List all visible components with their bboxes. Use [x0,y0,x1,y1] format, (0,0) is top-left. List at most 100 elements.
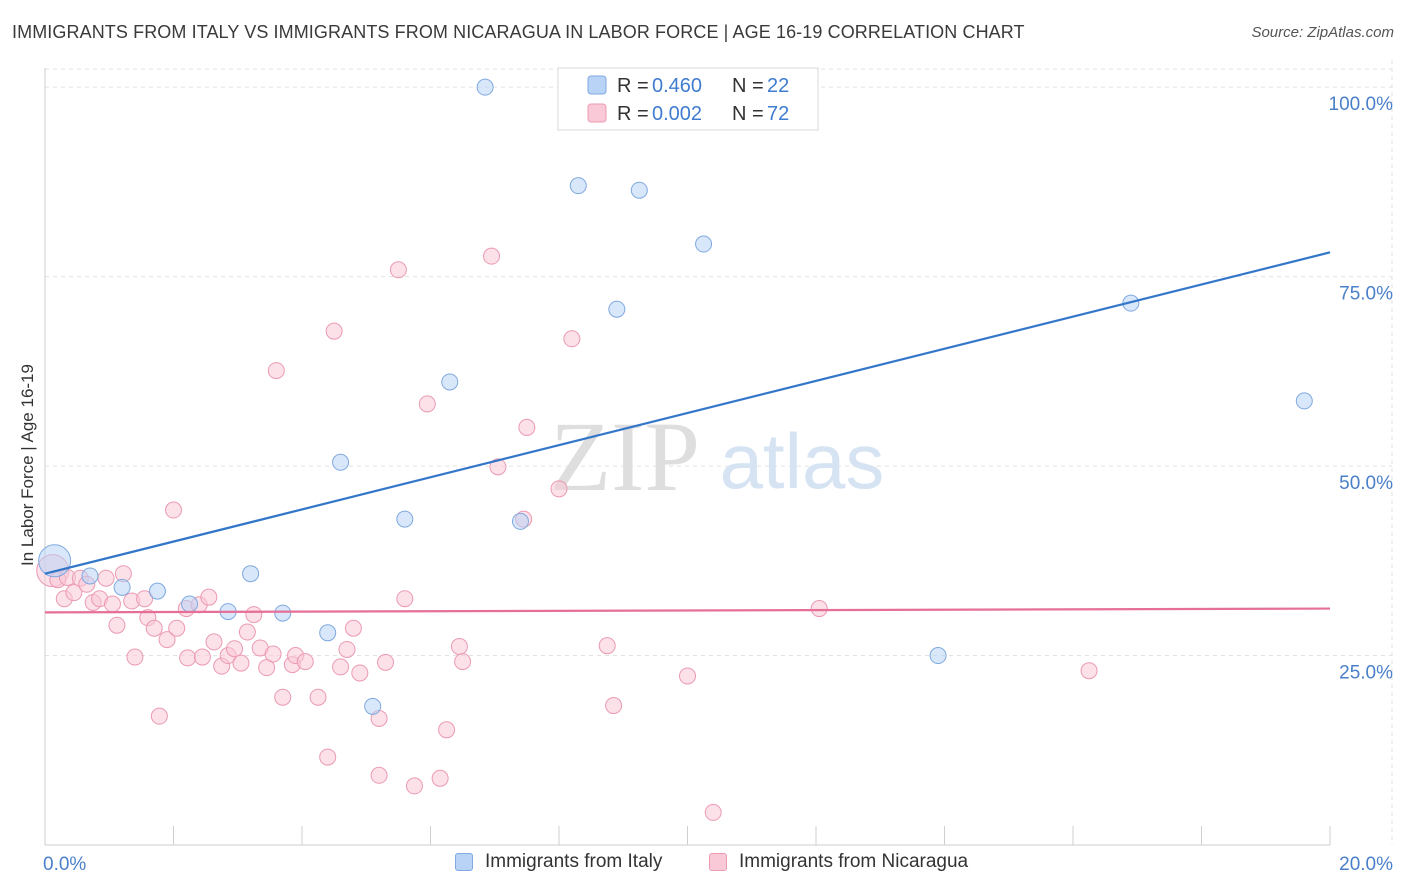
data-point-nicaragua [150,707,168,725]
data-point-nicaragua [200,588,218,606]
data-point-nicaragua [598,637,616,655]
data-point-italy [113,578,131,596]
data-point-nicaragua [226,640,244,658]
data-point-italy [364,697,382,715]
y-tick-label: 50.0% [1339,473,1393,494]
data-point-italy [511,512,529,530]
data-point-nicaragua [704,803,722,821]
data-point-nicaragua [136,590,154,608]
data-point-nicaragua [264,645,282,663]
stats-n-label-italy: N = [732,75,764,97]
data-point-nicaragua [518,418,536,436]
stats-n-value-nicaragua: 72 [767,103,789,125]
data-point-nicaragua [158,631,176,649]
data-point-nicaragua [351,664,369,682]
data-point-italy [695,235,713,253]
data-point-italy [242,565,260,583]
data-point-nicaragua [332,658,350,676]
data-point-nicaragua [258,659,276,677]
data-point-nicaragua [238,623,256,641]
data-point-nicaragua [810,600,828,618]
data-point-nicaragua [145,619,163,637]
data-point-nicaragua [344,619,362,637]
data-point-italy [81,567,99,585]
data-point-nicaragua [396,590,414,608]
y-tick-label: 100.0% [1329,94,1394,115]
data-point-nicaragua [97,569,115,587]
stats-r-label-italy: R = [617,75,649,97]
legend-swatch-italy [455,853,473,871]
data-point-nicaragua [450,637,468,655]
data-point-nicaragua [179,649,197,667]
data-point-nicaragua [245,606,263,624]
stats-swatch-nicaragua [587,103,607,123]
series-legend: Immigrants from Italy Immigrants from Ni… [0,851,1406,879]
legend-swatch-nicaragua [709,853,727,871]
data-point-nicaragua [309,688,327,706]
x-tick-label: 20.0% [1339,854,1393,875]
data-point-nicaragua [438,721,456,739]
legend-label-nicaragua: Immigrants from Nicaragua [739,851,969,872]
data-point-italy [608,300,626,318]
source-label: Source: ZipAtlas.com [1251,24,1394,41]
data-point-nicaragua [550,480,568,498]
data-point-nicaragua [338,640,356,658]
legend-label-italy: Immigrants from Italy [485,851,663,872]
series-italy-points [38,78,1313,715]
data-point-italy [441,373,459,391]
data-point-nicaragua [563,330,581,348]
data-point-italy [929,647,947,665]
data-point-nicaragua [274,688,292,706]
data-point-italy [181,595,199,613]
data-point-nicaragua [405,777,423,795]
watermark-atlas: atlas [720,417,885,505]
data-point-italy [1295,392,1313,410]
data-point-nicaragua [377,653,395,671]
data-point-nicaragua [319,748,337,766]
data-point-nicaragua [296,653,314,671]
data-point-nicaragua [1080,662,1098,680]
data-point-nicaragua [418,395,436,413]
data-point-italy [396,510,414,528]
x-tick-label: 0.0% [43,854,86,875]
data-point-nicaragua [108,616,126,634]
data-point-nicaragua [232,654,250,672]
data-point-nicaragua [267,362,285,380]
data-point-nicaragua [679,667,696,685]
legend-item-italy: Immigrants from Italy [455,851,662,873]
data-point-italy [476,78,494,96]
data-point-nicaragua [489,458,507,476]
data-point-nicaragua [193,648,211,666]
stats-swatch-italy [587,75,607,95]
data-point-nicaragua [431,769,449,787]
axes [44,68,1331,846]
data-point-nicaragua [165,501,182,519]
trend-lines [44,251,1331,614]
tick-labels: 25.0% 50.0% 75.0% 100.0% 0.0% 20.0% [43,94,1393,875]
stats-n-value-italy: 22 [767,75,789,97]
watermark-zip: ZIP [550,401,700,512]
data-point-nicaragua [389,261,407,279]
series-nicaragua-points [36,247,1098,821]
y-tick-label: 75.0% [1339,284,1393,305]
data-point-italy [332,453,350,471]
stats-r-value-italy: 0.460 [652,75,702,97]
trend-line-nicaragua [44,607,1331,614]
data-point-nicaragua [370,766,388,784]
data-point-italy [274,604,292,622]
data-point-nicaragua [454,653,472,671]
data-point-italy [630,181,648,199]
stats-r-label-nicaragua: R = [617,103,649,125]
data-point-nicaragua [103,595,121,613]
chart-title: IMMIGRANTS FROM ITALY VS IMMIGRANTS FROM… [12,22,1025,42]
data-point-nicaragua [325,322,343,340]
data-point-nicaragua [483,247,501,265]
y-tick-label: 25.0% [1339,663,1393,684]
stats-legend: R = 0.460 N = 22 R = 0.002 N = 72 [557,67,819,131]
stats-r-value-nicaragua: 0.002 [652,103,702,125]
trend-line-italy [44,251,1331,575]
data-point-nicaragua [605,697,623,715]
data-point-nicaragua [65,584,83,602]
data-point-italy [569,177,587,195]
